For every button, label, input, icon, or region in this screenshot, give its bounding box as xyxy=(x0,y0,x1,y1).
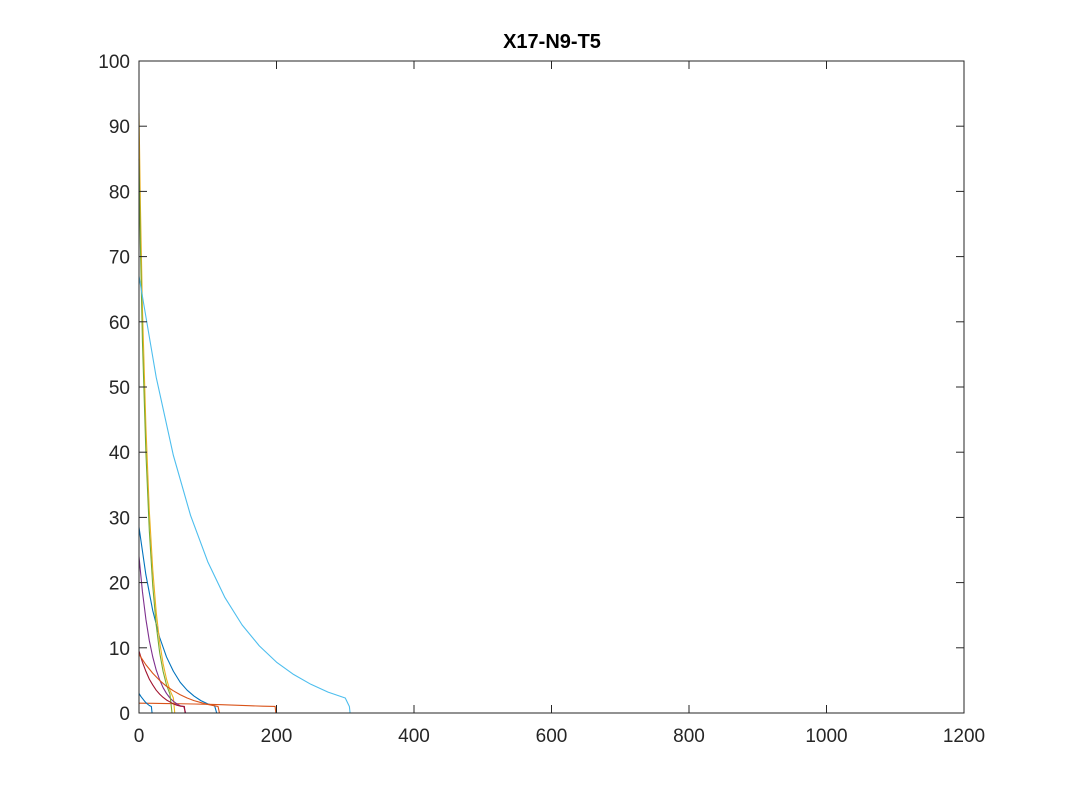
series-line-3 xyxy=(138,113,176,714)
y-tick-label: 60 xyxy=(109,313,130,334)
x-tick-label: 800 xyxy=(673,726,705,747)
series-line-8 xyxy=(138,693,153,714)
x-tick-label: 0 xyxy=(134,726,145,747)
x-tick-label: 1000 xyxy=(805,726,847,747)
y-tick-label: 70 xyxy=(109,248,130,269)
x-tick-label: 600 xyxy=(536,726,568,747)
series-line-4 xyxy=(138,556,187,714)
series-line-2 xyxy=(138,702,277,714)
y-tick-label: 40 xyxy=(109,443,130,464)
x-tick-label: 200 xyxy=(261,726,293,747)
y-tick-label: 90 xyxy=(109,117,130,138)
y-tick-label: 50 xyxy=(109,378,130,399)
y-tick-label: 30 xyxy=(109,508,130,529)
series-line-9 xyxy=(138,654,220,714)
plot-area: 0 200 400 600 800 1000 1200 0 10 20 30 40 50 60 70 80 90… xyxy=(98,52,985,747)
series-line-7 xyxy=(138,650,186,714)
chart-title: X17-N9-T5 xyxy=(503,31,601,53)
y-tick-label: 0 xyxy=(119,704,130,725)
x-tick-label: 400 xyxy=(398,726,430,747)
y-tick-label: 100 xyxy=(98,52,130,73)
series-line-6 xyxy=(138,276,351,714)
y-tick-label: 80 xyxy=(109,182,130,203)
y-tick-label: 20 xyxy=(109,574,130,595)
y-tick-label: 10 xyxy=(109,639,130,660)
x-tick-label: 1200 xyxy=(943,726,985,747)
